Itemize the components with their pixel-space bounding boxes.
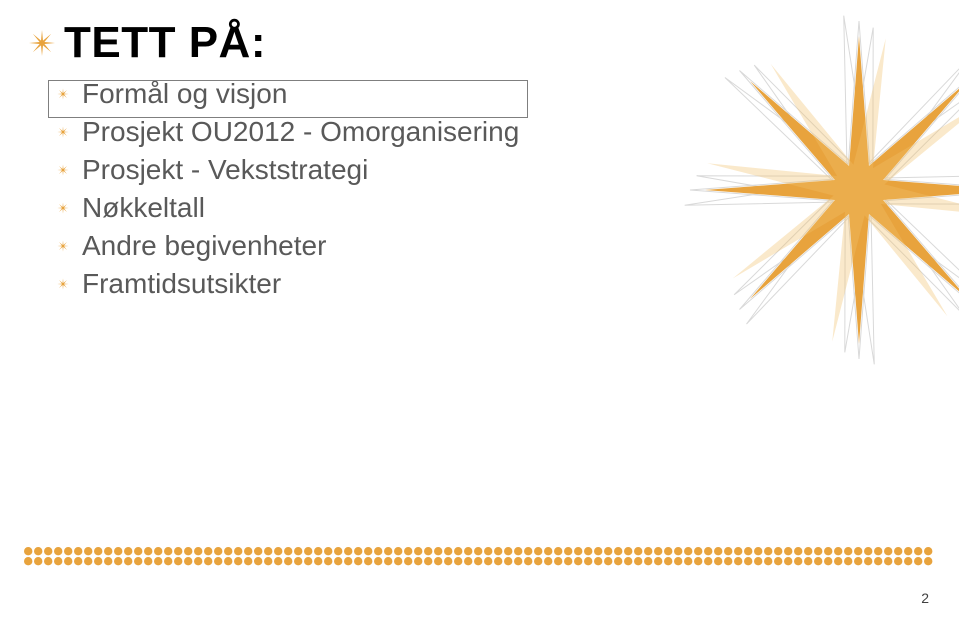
asterisk-icon [56,201,70,215]
list-item: Prosjekt - Vekststrategi [56,154,519,186]
bullet-text: Andre begivenheter [82,230,326,262]
list-item: Andre begivenheter [56,230,519,262]
title-row: TETT PÅ: [28,18,266,68]
bullet-text: Prosjekt OU2012 - Omorganisering [82,116,519,148]
asterisk-icon [56,239,70,253]
bullet-text: Prosjekt - Vekststrategi [82,154,368,186]
bullet-text: Nøkkeltall [82,192,205,224]
asterisk-icon [56,163,70,177]
list-item: Prosjekt OU2012 - Omorganisering [56,116,519,148]
list-item: Framtidsutsikter [56,268,519,300]
slide: TETT PÅ: Formål og visjonProsjekt OU2012… [0,0,959,624]
list-item: Nøkkeltall [56,192,519,224]
asterisk-icon [28,29,56,57]
asterisk-icon [56,125,70,139]
starburst-graphic [679,10,959,370]
bullet-text: Framtidsutsikter [82,268,281,300]
slide-title: TETT PÅ: [64,18,266,68]
page-number: 2 [921,590,929,606]
footer-dots [22,544,936,568]
highlight-box [48,80,528,118]
asterisk-icon [56,277,70,291]
